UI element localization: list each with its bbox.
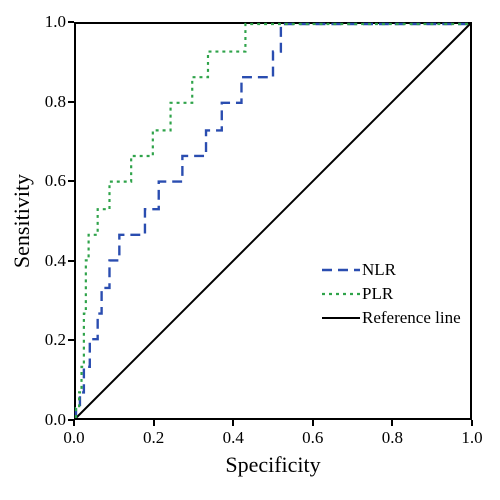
y-axis-label: Sensitivity (9, 174, 35, 268)
legend-label: PLR (362, 284, 393, 304)
x-tick-mark (73, 420, 75, 426)
x-axis-label: Specificity (225, 452, 320, 478)
x-tick-label: 0.0 (63, 428, 84, 448)
x-tick-mark (391, 420, 393, 426)
y-tick-mark (68, 180, 74, 182)
reference-line (76, 24, 470, 418)
y-tick-mark (68, 101, 74, 103)
x-tick-label: 0.8 (382, 428, 403, 448)
x-tick-label: 1.0 (461, 428, 482, 448)
legend-item: Reference line (320, 306, 461, 330)
x-tick-label: 0.4 (223, 428, 244, 448)
x-tick-mark (153, 420, 155, 426)
y-tick-label: 0.0 (45, 410, 66, 430)
legend-item: PLR (320, 282, 461, 306)
plot-lines (76, 24, 470, 418)
y-tick-label: 0.8 (45, 92, 66, 112)
legend-label: NLR (362, 260, 396, 280)
y-tick-label: 0.6 (45, 171, 66, 191)
roc-figure: Sensitivity Specificity 0.0 0.2 0.4 0.6 0.8 1… (0, 0, 500, 500)
plot-area (74, 22, 472, 420)
legend-label: Reference line (362, 308, 461, 328)
legend-swatch (320, 306, 362, 330)
y-tick-label: 0.2 (45, 330, 66, 350)
x-tick-mark (312, 420, 314, 426)
legend-swatch (320, 282, 362, 306)
y-tick-label: 1.0 (45, 12, 66, 32)
y-tick-label: 0.4 (45, 251, 66, 271)
x-tick-mark (471, 420, 473, 426)
legend-swatch (320, 258, 362, 282)
y-tick-mark (68, 339, 74, 341)
legend-item: NLR (320, 258, 461, 282)
legend: NLR PLR Reference line (320, 258, 461, 330)
x-tick-mark (232, 420, 234, 426)
y-tick-mark (68, 260, 74, 262)
x-tick-label: 0.2 (143, 428, 164, 448)
y-tick-mark (68, 21, 74, 23)
x-tick-label: 0.6 (302, 428, 323, 448)
